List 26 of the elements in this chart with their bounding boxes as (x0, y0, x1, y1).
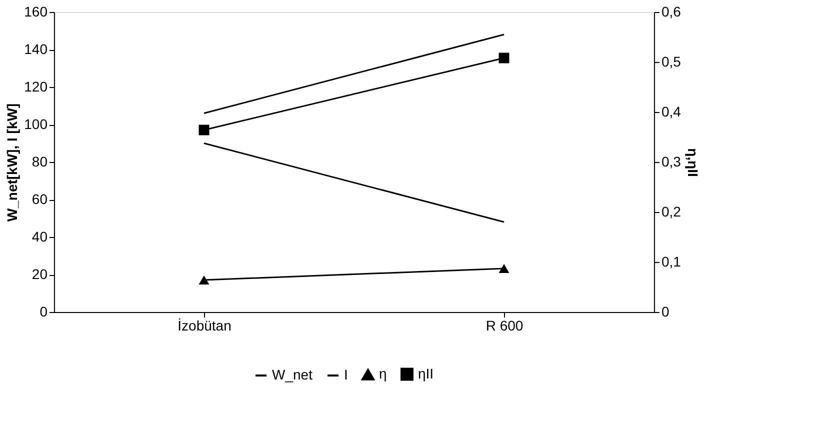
y2-tick-label: 0,5 (662, 54, 682, 70)
y2-tick-label: 0 (662, 304, 670, 320)
legend-label: W_net (272, 366, 313, 382)
point (498, 52, 510, 64)
y-tick-label: 80 (32, 154, 48, 170)
y2-tick-label: 0,6 (662, 4, 682, 20)
legend-label: η (379, 366, 387, 382)
y2-tick-label: 0,3 (662, 154, 682, 170)
y-tick-label: 40 (32, 228, 48, 244)
legend-label: I (344, 366, 348, 382)
y2-tick-label: 0,2 (662, 204, 682, 220)
y-tick-label: 100 (24, 116, 48, 132)
y-tick-label: 160 (24, 4, 48, 20)
y2-tick-label: 0,4 (662, 104, 682, 120)
point (198, 124, 210, 136)
y-tick-label: 140 (24, 41, 48, 57)
y-tick-label: 0 (40, 304, 48, 320)
y-tick-label: 60 (32, 191, 48, 207)
y-tick-label: 20 (32, 266, 48, 282)
y-tick-label: 120 (24, 78, 48, 94)
x-tick-label: R 600 (486, 318, 524, 334)
x-tick-label: İzobütan (178, 318, 232, 334)
y2-axis-title: η,ηII (684, 148, 701, 177)
y2-tick-label: 0,1 (662, 254, 682, 270)
legend-label: ηII (418, 365, 434, 382)
y-axis-title: W_net[kW], I [kW] (4, 103, 20, 222)
